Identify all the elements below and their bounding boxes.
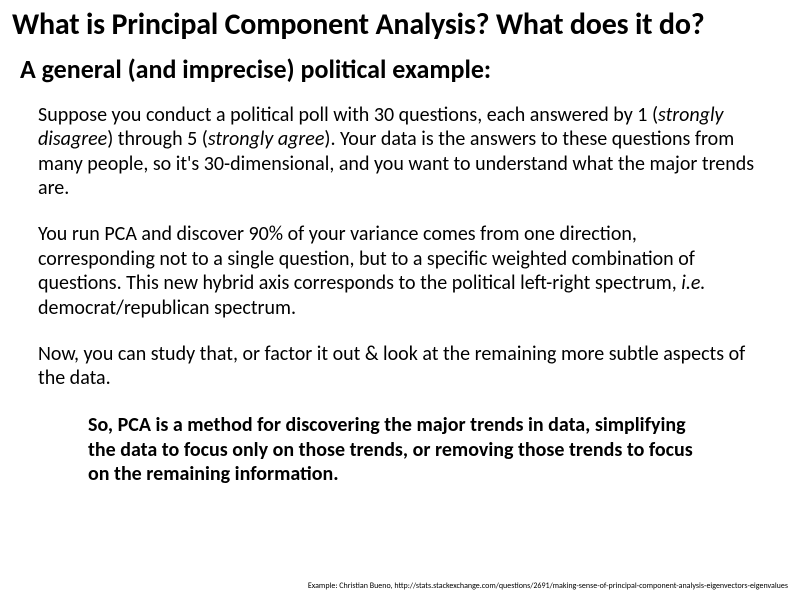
- credit-line: Example: Christian Bueno, http://stats.s…: [6, 581, 788, 591]
- p1-text-a: Suppose you conduct a political poll wit…: [38, 103, 658, 127]
- p2-text-a: You run PCA and discover 90% of your var…: [38, 222, 695, 295]
- p2-italic-1: i.e.: [681, 271, 705, 295]
- slide-subtitle: A general (and imprecise) political exam…: [20, 55, 782, 85]
- p1-text-b: ) through 5 (: [107, 127, 208, 151]
- p1-italic-2: strongly agree: [208, 127, 325, 151]
- slide: What is Principal Component Analysis? Wh…: [0, 0, 794, 595]
- slide-title: What is Principal Component Analysis? Wh…: [12, 8, 782, 41]
- paragraph-2: You run PCA and discover 90% of your var…: [38, 222, 756, 320]
- summary-paragraph: So, PCA is a method for discovering the …: [88, 413, 716, 487]
- p2-text-b: democrat/republican spectrum.: [38, 296, 296, 320]
- paragraph-1: Suppose you conduct a political poll wit…: [38, 103, 756, 201]
- paragraph-3: Now, you can study that, or factor it ou…: [38, 342, 756, 391]
- slide-body: Suppose you conduct a political poll wit…: [38, 103, 756, 487]
